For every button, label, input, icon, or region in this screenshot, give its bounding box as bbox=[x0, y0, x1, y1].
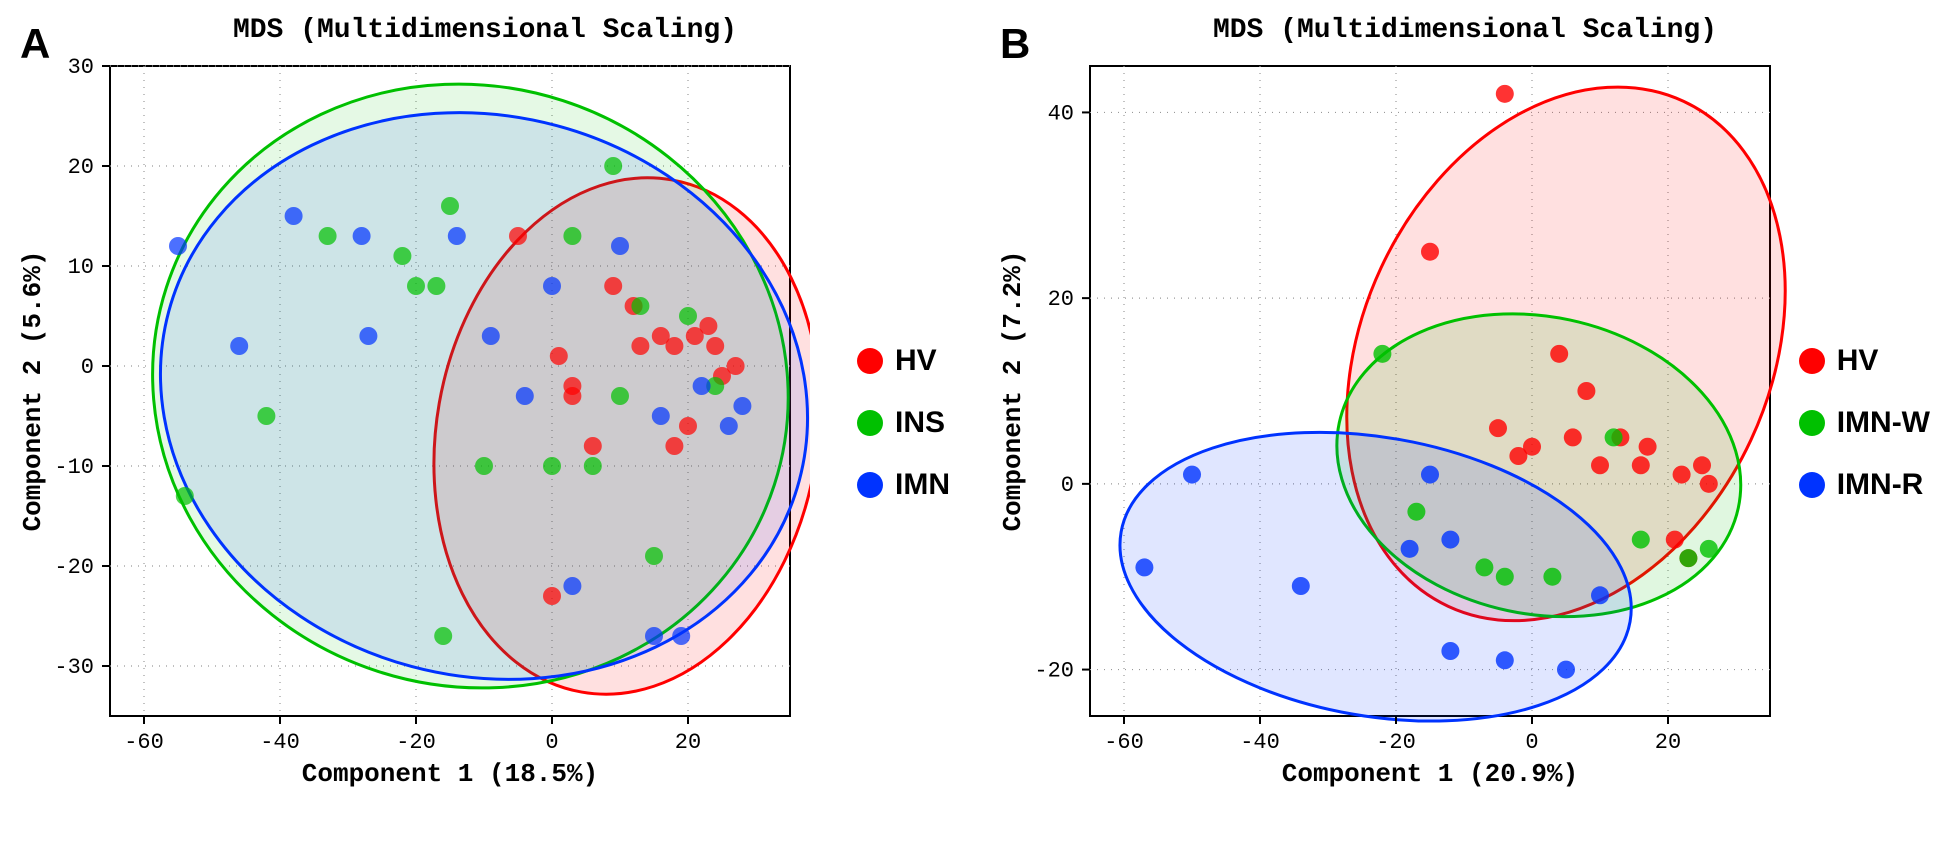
panel-a-chart: -60 -40 -20 0 20 -30 -20 -10 0 10 20 30 Component 1 … bbox=[10, 46, 810, 806]
svg-text:0: 0 bbox=[1525, 730, 1538, 755]
svg-text:-10: -10 bbox=[54, 455, 94, 480]
panel-b-label: B bbox=[1000, 20, 1030, 68]
svg-text:20: 20 bbox=[675, 730, 701, 755]
legend-item-imnr: IMN-R bbox=[1799, 468, 1930, 502]
legend-label-imnw: IMN-W bbox=[1837, 406, 1930, 440]
svg-text:20: 20 bbox=[1655, 730, 1681, 755]
svg-text:10: 10 bbox=[68, 255, 94, 280]
legend-item-hv-b: HV bbox=[1799, 344, 1930, 378]
panel-a: A MDS (Multidimensional Scaling) -60-40-… bbox=[0, 0, 980, 845]
svg-text:-60: -60 bbox=[1104, 730, 1144, 755]
panel-a-legend: HV INS IMN bbox=[857, 344, 950, 502]
svg-text:Component 2 (5.6%): Component 2 (5.6%) bbox=[18, 251, 48, 532]
legend-dot-ins bbox=[857, 410, 883, 436]
legend-item-imn: IMN bbox=[857, 468, 950, 502]
svg-text:0: 0 bbox=[1061, 473, 1074, 498]
panel-b-legend: HV IMN-W IMN-R bbox=[1799, 344, 1930, 502]
svg-text:-60: -60 bbox=[124, 730, 164, 755]
svg-text:-20: -20 bbox=[396, 730, 436, 755]
svg-text:0: 0 bbox=[545, 730, 558, 755]
panel-b-title: MDS (Multidimensional Scaling) bbox=[990, 15, 1940, 46]
svg-text:-20: -20 bbox=[54, 555, 94, 580]
svg-text:-40: -40 bbox=[260, 730, 300, 755]
panel-b: B MDS (Multidimensional Scaling) -60-40-… bbox=[980, 0, 1960, 845]
svg-text:Component 2 (7.2%): Component 2 (7.2%) bbox=[998, 251, 1028, 532]
legend-label-imnr: IMN-R bbox=[1837, 468, 1924, 502]
svg-text:-40: -40 bbox=[1240, 730, 1280, 755]
panel-a-title: MDS (Multidimensional Scaling) bbox=[10, 15, 960, 46]
svg-text:20: 20 bbox=[68, 155, 94, 180]
svg-text:-30: -30 bbox=[54, 655, 94, 680]
svg-text:-20: -20 bbox=[1034, 659, 1074, 684]
legend-label-hv-b: HV bbox=[1837, 344, 1879, 378]
svg-text:0: 0 bbox=[81, 355, 94, 380]
legend-dot-hv-b bbox=[1799, 348, 1825, 374]
legend-dot-imn bbox=[857, 472, 883, 498]
legend-item-imnw: IMN-W bbox=[1799, 406, 1930, 440]
svg-text:40: 40 bbox=[1048, 101, 1074, 126]
svg-text:30: 30 bbox=[68, 55, 94, 80]
legend-dot-imnr bbox=[1799, 472, 1825, 498]
svg-text:Component 1 (20.9%): Component 1 (20.9%) bbox=[1282, 759, 1578, 789]
panel-b-chart: -60 -40 -20 0 20 -20 0 20 40 Component 1 (20.9%) C… bbox=[990, 46, 1790, 806]
legend-dot-hv bbox=[857, 348, 883, 374]
svg-text:-20: -20 bbox=[1376, 730, 1416, 755]
legend-item-hv: HV bbox=[857, 344, 950, 378]
legend-label-ins: INS bbox=[895, 406, 945, 440]
legend-label-hv: HV bbox=[895, 344, 937, 378]
panel-a-label: A bbox=[20, 20, 50, 68]
legend-label-imn: IMN bbox=[895, 468, 950, 502]
svg-text:20: 20 bbox=[1048, 287, 1074, 312]
legend-item-ins: INS bbox=[857, 406, 950, 440]
figure: A MDS (Multidimensional Scaling) -60-40-… bbox=[0, 0, 1960, 845]
svg-text:Component 1 (18.5%): Component 1 (18.5%) bbox=[302, 759, 598, 789]
legend-dot-imnw bbox=[1799, 410, 1825, 436]
